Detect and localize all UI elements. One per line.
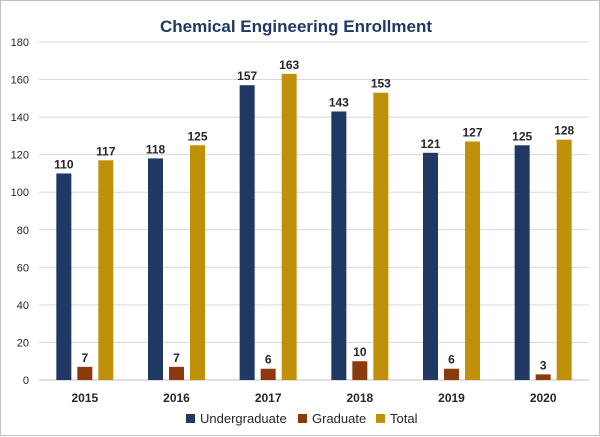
data-label-graduate-2016: 7 xyxy=(173,351,180,365)
data-label-graduate-2020: 3 xyxy=(540,358,547,372)
x-category-label: 2015 xyxy=(71,391,98,405)
y-axis-ticks: 0 20 40 60 80 100 120 140 160 180 xyxy=(11,37,29,387)
y-tick-label: 40 xyxy=(17,300,29,312)
y-tick-label: 0 xyxy=(23,375,29,387)
data-label-undergraduate-2015: 110 xyxy=(54,157,74,171)
data-label-graduate-2015: 7 xyxy=(81,351,88,365)
data-label-undergraduate-2019: 121 xyxy=(420,137,440,151)
x-category-label: 2016 xyxy=(163,391,190,405)
legend-swatch-total xyxy=(376,414,385,423)
bars xyxy=(56,73,572,380)
bar-undergraduate-2017 xyxy=(239,85,255,380)
bar-graduate-2015 xyxy=(77,366,93,380)
data-label-undergraduate-2020: 125 xyxy=(512,129,532,143)
bar-undergraduate-2020 xyxy=(514,145,530,380)
data-labels: 110 7 117 118 7 125 157 6 163 143 10 153 121 6 127 125 3… xyxy=(54,58,574,372)
bar-total-2015 xyxy=(98,160,114,380)
x-category-label: 2019 xyxy=(438,391,465,405)
legend-swatch-undergraduate xyxy=(186,414,195,423)
y-tick-label: 60 xyxy=(17,262,29,274)
bar-graduate-2020 xyxy=(535,374,551,380)
y-tick-label: 100 xyxy=(11,187,29,199)
chart-title: Chemical Engineering Enrollment xyxy=(160,17,432,36)
bar-total-2017 xyxy=(281,73,297,380)
bar-undergraduate-2019 xyxy=(423,152,438,380)
bar-graduate-2019 xyxy=(444,368,459,380)
bar-graduate-2018 xyxy=(352,361,368,380)
y-tick-label: 80 xyxy=(17,225,29,237)
y-tick-label: 120 xyxy=(11,150,29,162)
legend-swatch-graduate xyxy=(298,414,307,423)
data-label-total-2020: 128 xyxy=(554,124,574,138)
legend-label-undergraduate: Undergraduate xyxy=(200,411,287,426)
x-axis-categories: 2015 2016 2017 2018 2019 2020 xyxy=(71,391,556,405)
bar-total-2020 xyxy=(556,139,572,380)
x-category-label: 2018 xyxy=(346,391,373,405)
bar-undergraduate-2018 xyxy=(331,111,347,380)
y-tick-label: 160 xyxy=(11,75,29,87)
data-label-total-2015: 117 xyxy=(96,144,116,158)
data-label-total-2017: 163 xyxy=(279,58,299,72)
data-label-graduate-2019: 6 xyxy=(448,353,455,367)
gridlines xyxy=(39,41,589,381)
bar-graduate-2016 xyxy=(169,366,184,380)
bar-total-2019 xyxy=(465,141,480,380)
y-tick-label: 140 xyxy=(11,112,29,124)
bar-graduate-2017 xyxy=(260,368,276,380)
data-label-graduate-2017: 6 xyxy=(265,353,272,367)
data-label-total-2018: 153 xyxy=(371,77,391,91)
bar-undergraduate-2015 xyxy=(56,173,72,380)
data-label-total-2016: 125 xyxy=(187,129,207,143)
y-tick-label: 180 xyxy=(11,37,29,49)
legend-label-total: Total xyxy=(390,411,418,426)
data-label-total-2019: 127 xyxy=(462,126,482,140)
y-tick-label: 20 xyxy=(17,337,29,349)
data-label-graduate-2018: 10 xyxy=(353,345,367,359)
data-label-undergraduate-2016: 118 xyxy=(146,142,166,156)
data-label-undergraduate-2018: 143 xyxy=(329,95,349,109)
legend-label-graduate: Graduate xyxy=(312,411,366,426)
bar-total-2016 xyxy=(190,145,205,380)
x-category-label: 2020 xyxy=(530,391,557,405)
bar-total-2018 xyxy=(373,92,389,380)
x-category-label: 2017 xyxy=(255,391,282,405)
bar-undergraduate-2016 xyxy=(148,158,163,380)
legend: Undergraduate Graduate Total xyxy=(186,411,418,426)
data-label-undergraduate-2017: 157 xyxy=(237,69,257,83)
